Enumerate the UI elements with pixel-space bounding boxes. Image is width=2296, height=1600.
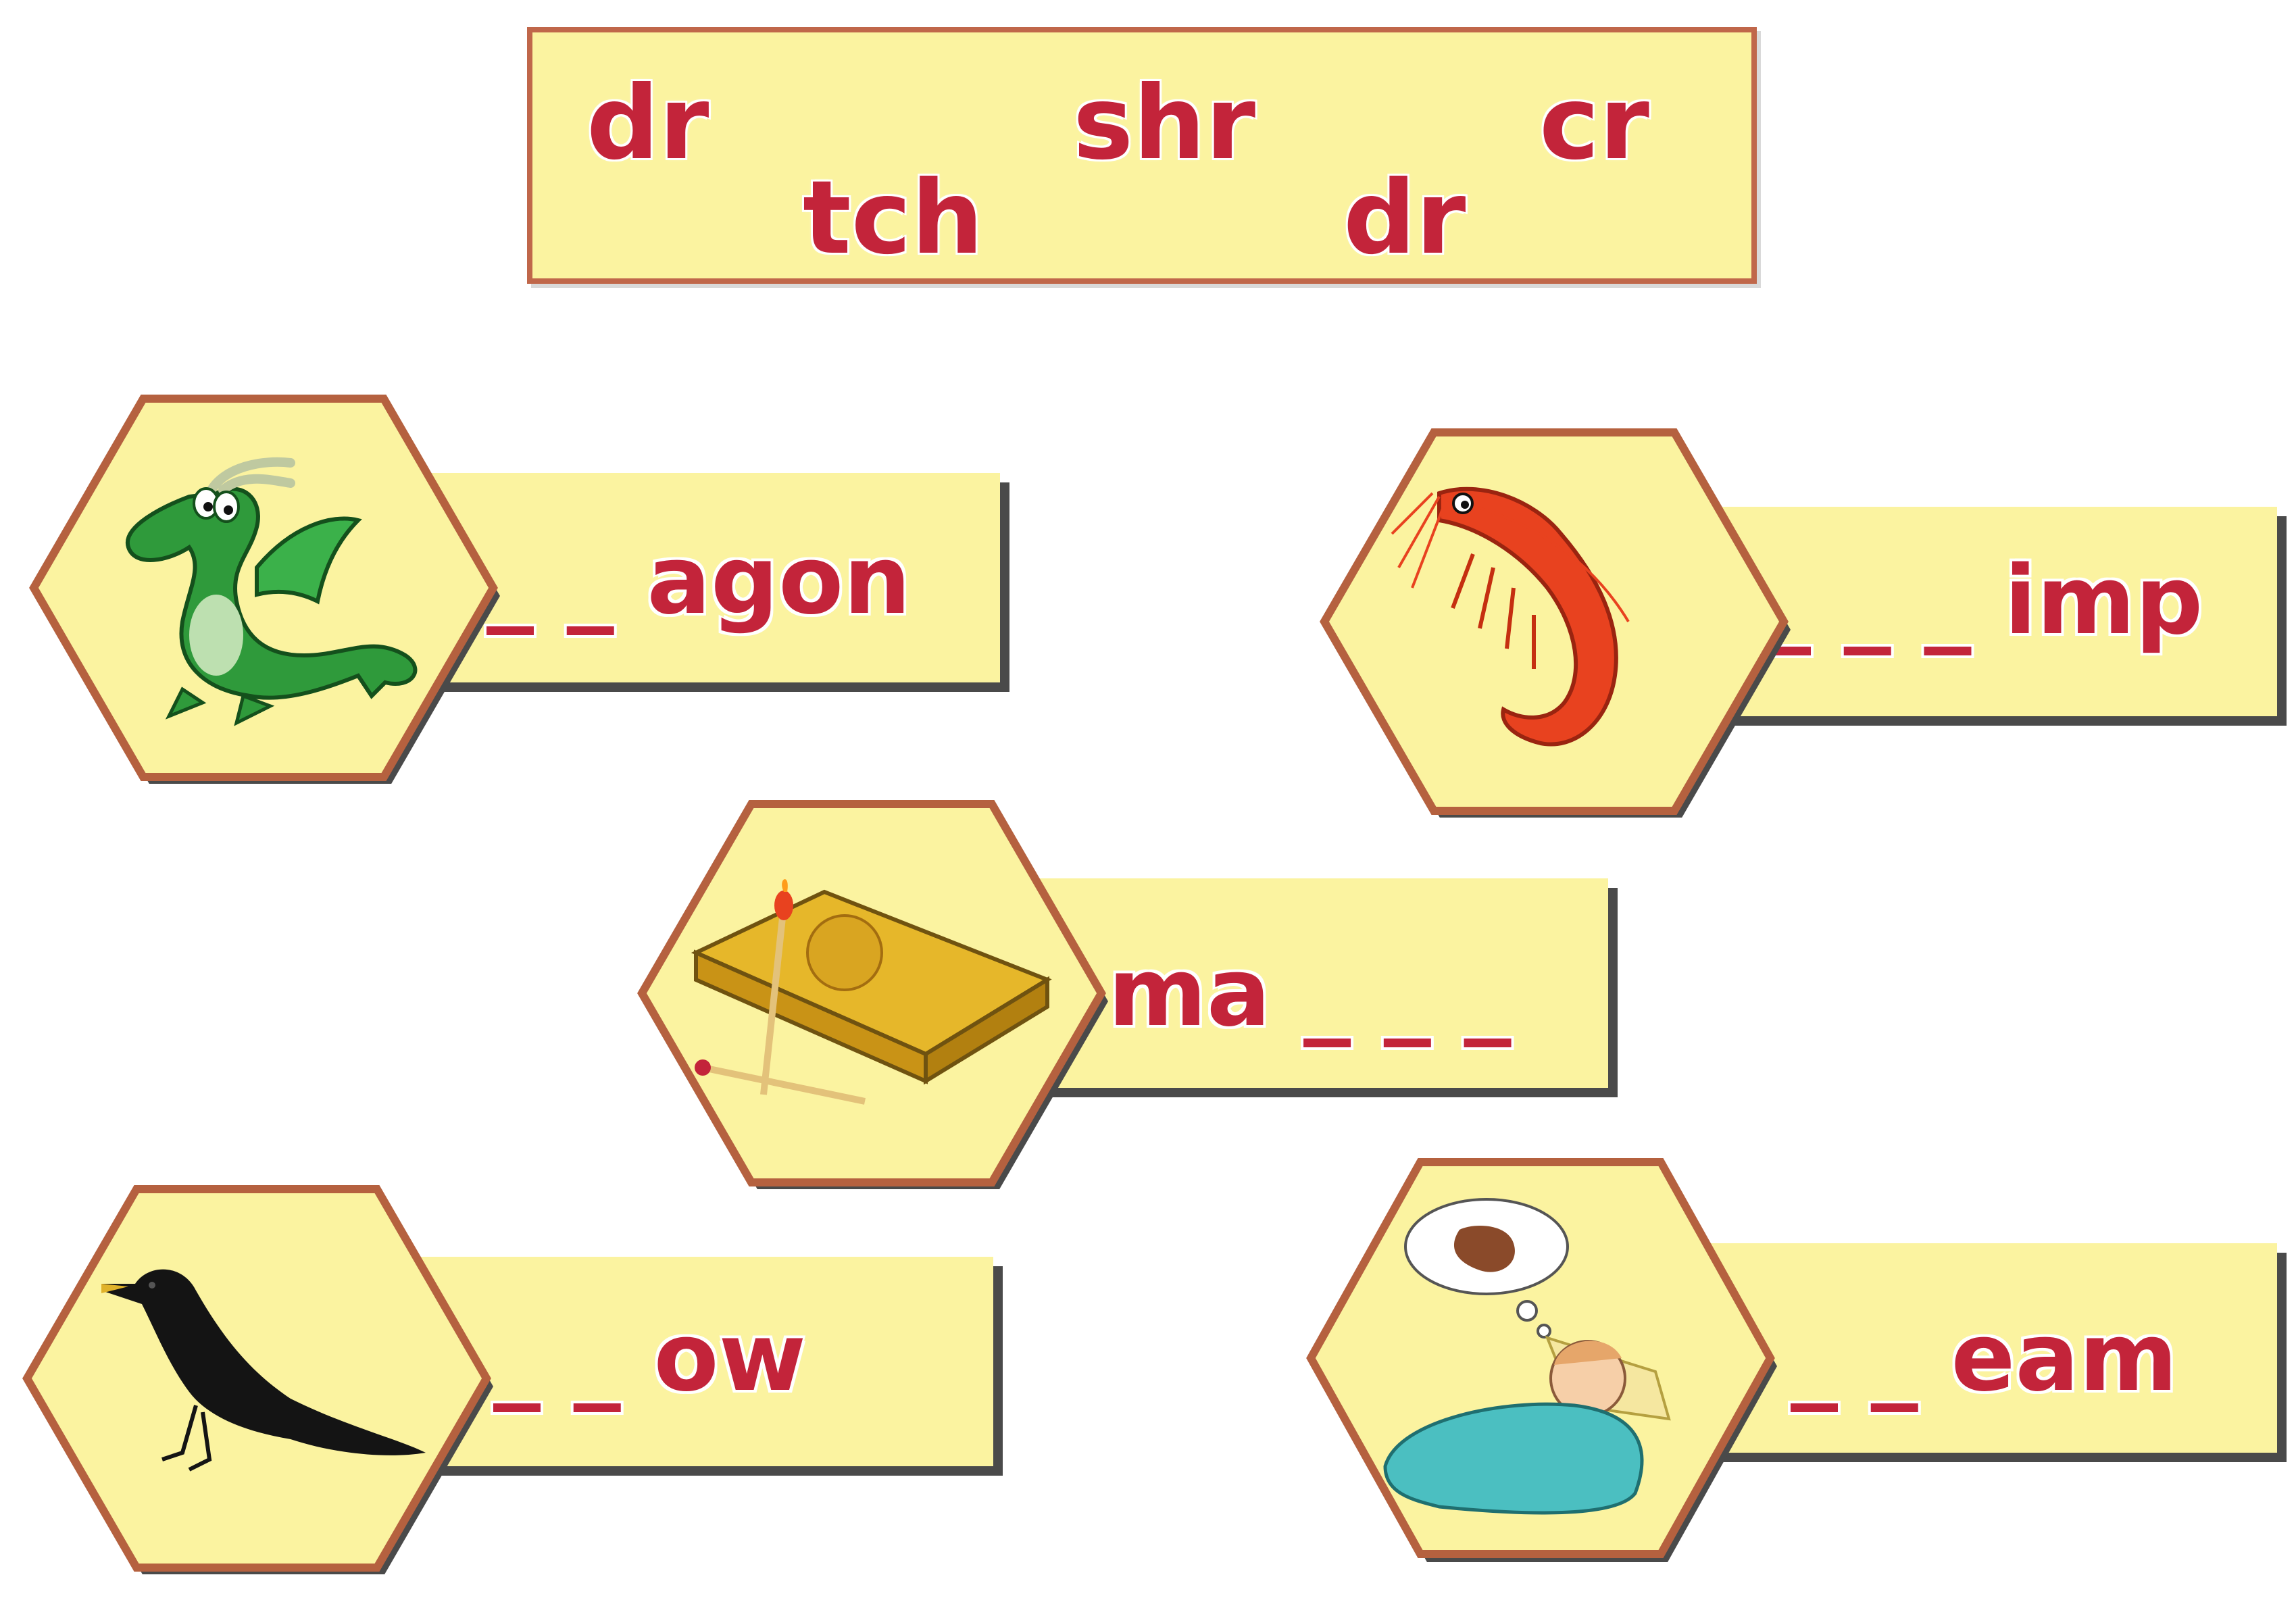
word-card-text[interactable]: _ _ _ imp — [1764, 546, 2203, 656]
word-bank: dr shr cr tch dr — [527, 27, 1757, 284]
word-card-banner — [1020, 878, 1608, 1088]
word-bank-item[interactable]: dr — [1342, 159, 1466, 277]
word-bank-item[interactable]: shr — [1072, 65, 1256, 182]
crow-icon — [101, 1269, 426, 1472]
word-card-banner — [419, 473, 1000, 682]
word-card-banner — [412, 1257, 993, 1466]
matchbox-icon — [691, 879, 1052, 1105]
word-card-text[interactable]: _ _ eam — [1791, 1303, 2178, 1413]
word-card-banner — [1696, 1243, 2277, 1453]
word-card-dream: _ _ eam — [1304, 1155, 2277, 1568]
word-card-matches: ma _ _ _ — [635, 797, 1615, 1189]
word-card-shrimp: _ _ _ imp — [1318, 426, 2277, 818]
sleeping-child-icon — [1383, 1198, 1671, 1515]
word-bank-item[interactable]: tch — [801, 159, 984, 277]
shrimp-icon — [1391, 486, 1630, 747]
word-card-banner — [1696, 507, 2277, 716]
word-card-text[interactable]: _ _ ow — [493, 1303, 806, 1413]
word-card-dragon: _ _ agon — [27, 392, 1000, 784]
word-card-crow: _ _ ow — [20, 1182, 993, 1574]
word-card-text[interactable]: ma _ _ _ — [1108, 938, 1512, 1048]
word-card-text[interactable]: _ _ agon — [486, 526, 912, 636]
word-bank-item[interactable]: cr — [1539, 65, 1651, 182]
hexagon-frame — [1320, 428, 1791, 818]
dragon-icon — [125, 457, 418, 726]
word-bank-item[interactable]: dr — [585, 65, 709, 182]
